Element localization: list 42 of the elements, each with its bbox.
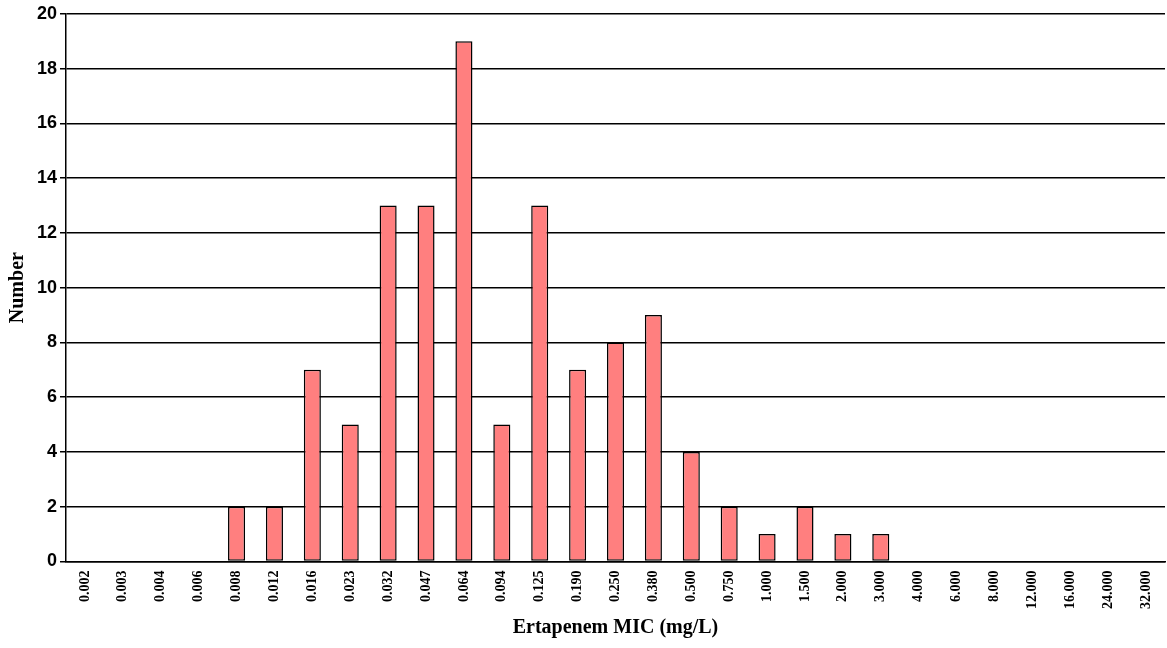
x-tick-label: 8.000: [986, 570, 1002, 602]
x-tick-label: 6.000: [948, 570, 964, 602]
x-tick-label: 0.380: [645, 570, 661, 602]
y-tick-label: 8: [47, 331, 58, 352]
x-tick-label: 0.032: [379, 570, 395, 602]
x-tick-label: 3.000: [872, 570, 888, 602]
x-axis-title: Ertapenem MIC (mg/L): [512, 615, 719, 639]
y-tick-label: 18: [36, 57, 58, 78]
x-tick-label: 0.047: [417, 570, 433, 602]
x-tick-label: 0.094: [493, 570, 509, 602]
x-tick-label: 0.500: [682, 570, 698, 602]
x-tick-label: 12.000: [1023, 570, 1039, 609]
x-tick-label: 0.008: [228, 570, 244, 602]
x-tick-label: 0.004: [152, 570, 168, 602]
y-tick-label: 16: [36, 112, 58, 133]
y-axis-title: Number: [5, 251, 28, 324]
x-tick-label: 0.750: [720, 570, 736, 602]
x-tick-label: 1.000: [758, 570, 774, 602]
y-tick-label: 14: [36, 167, 58, 188]
y-tick-label: 4: [47, 440, 58, 461]
x-tick-label: 0.190: [569, 570, 585, 602]
x-tick-label: 24.000: [1099, 570, 1115, 609]
y-tick-label: 20: [36, 2, 58, 23]
x-tick-label: 0.250: [607, 570, 623, 602]
y-tick-label: 10: [36, 276, 58, 297]
y-tick-label: 2: [47, 495, 58, 516]
x-tick-label: 4.000: [910, 570, 926, 602]
x-tick-label: 0.064: [455, 570, 471, 602]
x-tick-label: 0.012: [266, 570, 282, 602]
x-tick-label: 0.023: [341, 570, 357, 602]
y-tick-label: 6: [47, 386, 58, 407]
x-tick-label: 0.006: [190, 570, 206, 602]
x-tick-label: 0.016: [303, 570, 319, 602]
x-tick-label: 0.125: [531, 570, 547, 602]
x-tick-label: 16.000: [1061, 570, 1077, 609]
x-tick-label: 0.002: [76, 570, 92, 602]
x-tick-label: 1.500: [796, 570, 812, 602]
x-tick-label: 0.003: [114, 570, 130, 602]
y-tick-label: 12: [36, 221, 58, 242]
x-tick-label: 32.000: [1137, 570, 1153, 609]
x-tick-label: 2.000: [834, 570, 850, 602]
y-tick-label: 0: [47, 550, 58, 571]
